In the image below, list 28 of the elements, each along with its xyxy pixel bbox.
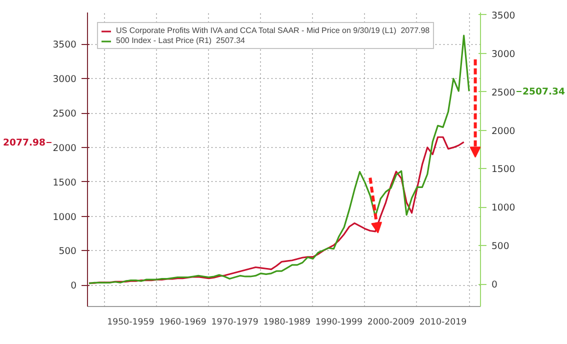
text: 2077.98 <box>3 138 46 149</box>
y-tick-label: 3000 <box>52 74 77 86</box>
y-tick-label: 2000 <box>52 142 77 154</box>
y-tick-label: 1000 <box>52 212 77 223</box>
y2-tick-label: 3000 <box>492 48 516 60</box>
y2-tick-label: 1000 <box>492 202 516 214</box>
x-tick-label: 1980-1989 <box>263 318 310 328</box>
y2-tick-label: 0 <box>492 280 498 291</box>
legend-label: 500 Index - Last Price (R1) 2507.34 <box>116 36 245 45</box>
y-tick-label: 500 <box>58 246 77 258</box>
x-tick-label: 2010-2019 <box>419 318 467 328</box>
line-series <box>88 34 470 284</box>
text: 2507.34 <box>522 86 566 98</box>
y2-tick-label: 500 <box>492 241 510 252</box>
x-tick-label: 1960-1969 <box>159 318 206 328</box>
y-tick-label: 2500 <box>52 108 77 120</box>
legend-label: US Corporate Profits With IVA and CCA Total SAAR - Mid Price on 9/30/19 (L1) 2077.98 <box>116 26 430 35</box>
x-tick-label: 2000-2009 <box>367 318 415 328</box>
y2-tick-label: 2000 <box>492 126 516 137</box>
y2-tick-label: 1500 <box>492 164 516 176</box>
x-tick-label: 1950-1959 <box>107 318 154 328</box>
y2-tick-label: 2500 <box>492 87 516 98</box>
x-tick-label: 1970-1979 <box>211 318 258 328</box>
y2-tick-label: 3500 <box>492 10 516 22</box>
y-tick-label: 0 <box>70 280 77 292</box>
y-tick-label: 3500 <box>52 40 77 51</box>
y-tick-label: 1500 <box>52 177 77 188</box>
x-tick-label: 1990-1999 <box>315 318 363 328</box>
